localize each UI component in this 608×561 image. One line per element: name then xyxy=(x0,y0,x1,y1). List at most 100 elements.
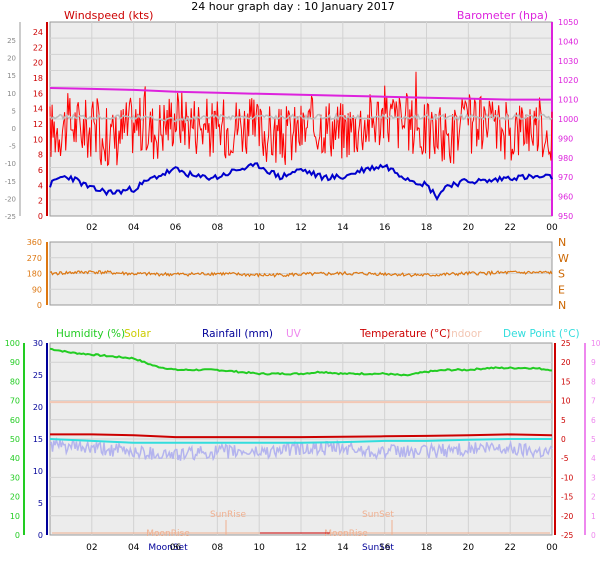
dir-tick-label: 180 xyxy=(27,270,42,279)
barometer-line xyxy=(49,87,552,101)
dir-letter-label: S xyxy=(558,268,565,281)
outer-tick-label: 20 xyxy=(7,55,16,63)
outer-tick-label: -10 xyxy=(5,160,16,168)
moonset-text: MoonSet xyxy=(148,543,188,553)
wind-grey-line xyxy=(49,112,553,124)
baro-axis-label: Barometer (hpa) xyxy=(457,9,548,22)
humidity-tick-label: 30 xyxy=(10,473,20,482)
uv-tick-label: 5 xyxy=(591,435,596,444)
wind-axis-label: Windspeed (kts) xyxy=(64,9,153,22)
dir-letter-label: N xyxy=(558,236,566,249)
outer-tick-label: 5 xyxy=(12,107,16,115)
temp-tick-label: -5 xyxy=(561,454,569,463)
uv-label: UV xyxy=(286,328,302,340)
humidity-tick-label: 80 xyxy=(10,377,20,386)
temp-tick-label: -10 xyxy=(561,473,573,482)
humidity-tick-label: 90 xyxy=(10,358,20,367)
sunset-bottom-text: SunSet xyxy=(362,543,394,553)
temp-tick-label: 0 xyxy=(561,435,566,444)
temp-tick-label: 15 xyxy=(561,377,571,386)
x-tick-label: 08 xyxy=(212,223,224,233)
baro-tick-label: 1020 xyxy=(558,76,578,85)
rainfall-label: Rainfall (mm) xyxy=(202,328,273,340)
wind-tick-label: 8 xyxy=(38,151,43,160)
baro-tick-label: 970 xyxy=(558,173,573,182)
dir-tick-label: 90 xyxy=(32,285,42,294)
dir-tick-label: 270 xyxy=(27,254,42,263)
wind-gust-line xyxy=(49,71,553,167)
wind-baro-ticks: 2422201816141210864202520151050-5-10-15-… xyxy=(5,18,579,221)
x-tick-label-bottom: 14 xyxy=(337,543,349,553)
uv-tick-label: 10 xyxy=(591,339,601,348)
x-tick-label-bottom: 00 xyxy=(546,543,558,553)
humidity-label: Humidity (%) xyxy=(56,328,125,340)
x-tick-label: 22 xyxy=(504,223,515,233)
x-tick-label: 20 xyxy=(463,223,475,233)
uv-tick-label: 6 xyxy=(591,416,596,425)
humidity-tick-label: 40 xyxy=(10,454,20,463)
x-tick-label: 04 xyxy=(128,223,140,233)
wind-tick-label: 12 xyxy=(33,120,43,129)
baro-tick-label: 1040 xyxy=(558,37,578,46)
x-tick-label: 16 xyxy=(379,223,391,233)
wind-tick-label: 24 xyxy=(33,28,43,37)
x-tick-label-bottom: 18 xyxy=(421,543,433,553)
dir-letter-label: W xyxy=(558,252,569,265)
temp-hum-series xyxy=(49,347,553,462)
uv-tick-label: 2 xyxy=(591,493,596,502)
rain-tick-label: 20 xyxy=(33,403,43,412)
rain-tick-label: 0 xyxy=(38,531,43,540)
x-tick-label: 18 xyxy=(421,223,433,233)
outer-tick-label: -20 xyxy=(5,195,16,203)
temp-tick-label: 10 xyxy=(561,397,571,406)
outer-tick-label: -15 xyxy=(5,178,16,186)
wind-tick-label: 6 xyxy=(38,166,43,175)
wind-dir-series xyxy=(49,269,553,278)
wind-tick-label: 16 xyxy=(33,89,43,98)
wind-blue-line xyxy=(49,162,553,202)
uv-tick-label: 3 xyxy=(591,473,596,482)
x-tick-label-bottom: 12 xyxy=(295,543,306,553)
x-tick-label: 06 xyxy=(170,223,182,233)
baro-tick-label: 1000 xyxy=(558,115,578,124)
rain-tick-label: 10 xyxy=(33,467,43,476)
wind-direction-line xyxy=(49,269,553,278)
temp-hum-panel: Humidity (%) Solar Rainfall (mm) UV Temp… xyxy=(5,328,601,553)
wind-tick-label: 22 xyxy=(33,43,43,52)
uv-tick-label: 9 xyxy=(591,358,596,367)
uv-tick-label: 0 xyxy=(591,531,596,540)
moonrise-text: MoonRise xyxy=(146,529,190,539)
wind-tick-label: 0 xyxy=(38,212,43,221)
dewpoint-line xyxy=(49,438,552,444)
dir-tick-label: 360 xyxy=(27,238,42,247)
humidity-tick-label: 10 xyxy=(10,512,20,521)
temperature-line xyxy=(50,433,553,439)
sunset-text: SunSet xyxy=(362,510,394,520)
wind-tick-label: 14 xyxy=(33,105,43,114)
x-tick-label-bottom: 10 xyxy=(253,543,265,553)
x-tick-label: 02 xyxy=(86,223,97,233)
uv-tick-label: 7 xyxy=(591,397,596,406)
outer-tick-label: -5 xyxy=(9,143,16,151)
outer-tick-label: 25 xyxy=(7,37,16,45)
temp-tick-label: -20 xyxy=(561,512,573,521)
humidity-line xyxy=(49,347,553,377)
temp-tick-label: -25 xyxy=(561,531,573,540)
temp-tick-label: -15 xyxy=(561,493,573,502)
x-tick-label-bottom: 04 xyxy=(128,543,140,553)
baro-tick-label: 1010 xyxy=(558,96,578,105)
wind-baro-series xyxy=(49,71,553,202)
dewpoint-label: Dew Point (°C) xyxy=(503,328,580,340)
temp-tick-label: 20 xyxy=(561,358,571,367)
x-tick-label-bottom: 20 xyxy=(463,543,475,553)
dir-tick-label: 0 xyxy=(37,301,42,310)
rain-tick-label: 5 xyxy=(38,499,43,508)
uv-tick-label: 8 xyxy=(591,377,596,386)
x-tick-label-bottom: 02 xyxy=(86,543,97,553)
temp-tick-label: 25 xyxy=(561,339,571,348)
rain-tick-label: 30 xyxy=(33,339,43,348)
temp-hum-ticks: 1009080706050403020100302520151050252015… xyxy=(5,339,601,540)
outer-tick-label: 10 xyxy=(7,90,16,98)
